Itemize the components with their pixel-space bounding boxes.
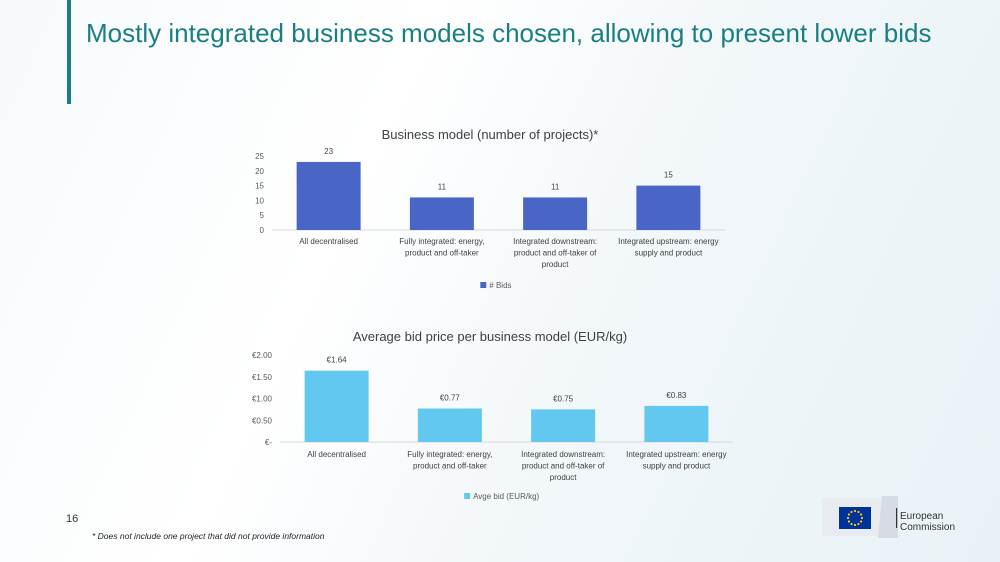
chart-title-average-bid-price: Average bid price per business model (EU… bbox=[352, 329, 628, 344]
category-label: Integrated upstream: energy bbox=[618, 237, 719, 246]
eu-star-icon bbox=[853, 523, 857, 527]
y-tick-label: 25 bbox=[255, 152, 264, 161]
eu-star-icon bbox=[846, 516, 850, 520]
category-label: Integrated downstream: bbox=[521, 450, 605, 459]
y-tick-label: €2.00 bbox=[252, 351, 273, 360]
bar bbox=[409, 197, 474, 230]
bar bbox=[296, 161, 361, 230]
category-label: Fully integrated: energy, bbox=[399, 237, 484, 246]
category-label: product bbox=[550, 473, 577, 482]
category-label: Fully integrated: energy, bbox=[407, 450, 492, 459]
eu-star-icon bbox=[850, 510, 853, 514]
eu-star-icon bbox=[859, 520, 863, 523]
legend-swatch bbox=[464, 493, 471, 499]
category-label: supply and product bbox=[643, 462, 711, 471]
data-label: 11 bbox=[551, 182, 560, 191]
y-tick-label: 0 bbox=[260, 226, 265, 235]
category-label: All decentralised bbox=[299, 237, 358, 246]
category-label: Integrated downstream: bbox=[513, 237, 597, 246]
data-label: €1.64 bbox=[327, 356, 348, 365]
category-label: supply and product bbox=[635, 249, 703, 258]
chart-title-business-model: Business model (number of projects)* bbox=[381, 127, 599, 142]
data-label: €0.75 bbox=[553, 394, 574, 403]
european-commission-wordmark: European Commission bbox=[900, 511, 955, 533]
bar bbox=[417, 408, 482, 442]
y-tick-label: €1.50 bbox=[252, 373, 273, 382]
category-label: product and off-taker bbox=[413, 462, 487, 471]
category-label: product and off-taker bbox=[405, 249, 479, 258]
eu-star-icon bbox=[859, 513, 863, 516]
y-tick-label: 5 bbox=[260, 211, 265, 220]
eu-star-icon bbox=[847, 520, 851, 523]
category-label: product bbox=[542, 260, 569, 269]
y-tick-label: 15 bbox=[255, 182, 264, 191]
legend-label: # Bids bbox=[489, 281, 511, 290]
category-label: product and off-taker of bbox=[522, 462, 605, 471]
bar bbox=[304, 370, 369, 442]
footnote: * Does not include one project that did … bbox=[92, 531, 325, 541]
eu-star-icon bbox=[847, 513, 851, 516]
title-accent-bar bbox=[67, 0, 71, 104]
eu-flag-icon bbox=[839, 507, 871, 529]
bar bbox=[644, 405, 709, 442]
data-label: 23 bbox=[324, 147, 333, 156]
slide-number: 16 bbox=[66, 513, 79, 525]
eu-star-icon bbox=[853, 509, 857, 513]
y-tick-label: €0.50 bbox=[252, 416, 273, 425]
category-label: Integrated upstream: energy bbox=[626, 450, 727, 459]
y-tick-label: 20 bbox=[255, 167, 264, 176]
eu-star-icon bbox=[857, 522, 860, 526]
european-commission-logo bbox=[822, 496, 898, 538]
bar bbox=[531, 409, 596, 442]
y-tick-label: €- bbox=[265, 438, 272, 447]
eu-star-icon bbox=[857, 510, 860, 514]
bar bbox=[523, 197, 588, 230]
legend-swatch bbox=[480, 282, 487, 288]
category-label: product and off-taker of bbox=[514, 249, 597, 258]
eu-stars-icon bbox=[846, 509, 864, 527]
y-tick-label: 10 bbox=[255, 196, 264, 205]
data-label: 11 bbox=[438, 182, 447, 191]
category-label: All decentralised bbox=[307, 450, 366, 459]
logo-line-1: European bbox=[900, 511, 944, 522]
logo-line-2: Commission bbox=[900, 522, 956, 533]
data-label: €0.83 bbox=[666, 391, 687, 400]
bar bbox=[636, 185, 701, 230]
y-tick-label: €1.00 bbox=[252, 395, 273, 404]
legend-label: Avge bid (EUR/kg) bbox=[473, 492, 539, 501]
data-label: €0.77 bbox=[440, 394, 461, 403]
slide-title: Mostly integrated business models chosen… bbox=[86, 18, 932, 48]
eu-star-icon bbox=[860, 516, 864, 520]
eu-star-icon bbox=[850, 522, 853, 526]
data-label: 15 bbox=[664, 171, 673, 180]
